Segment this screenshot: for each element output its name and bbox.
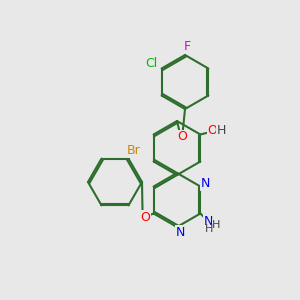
Text: O: O: [141, 211, 151, 224]
Text: H: H: [212, 220, 220, 230]
Text: O: O: [177, 130, 187, 143]
Text: H: H: [205, 224, 214, 235]
Text: N: N: [204, 215, 213, 228]
Text: N: N: [201, 177, 210, 190]
Text: Cl: Cl: [146, 57, 158, 70]
Text: Br: Br: [127, 144, 140, 157]
Text: H: H: [217, 124, 226, 137]
Text: F: F: [183, 40, 190, 53]
Text: O: O: [207, 124, 217, 137]
Text: N: N: [175, 226, 185, 238]
